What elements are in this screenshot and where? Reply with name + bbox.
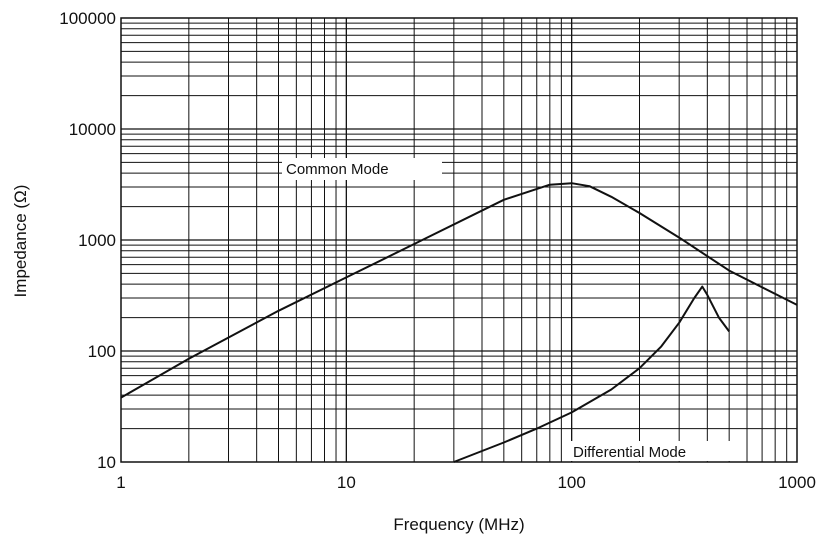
y-tick-label: 100000 bbox=[59, 9, 116, 28]
x-tick-label: 10 bbox=[337, 473, 356, 492]
chart-grid bbox=[121, 18, 797, 462]
annotation-common-mode: Common Mode bbox=[286, 161, 389, 178]
y-axis-label: Impedance (Ω) bbox=[11, 185, 30, 298]
annotation-differential-mode: Differential Mode bbox=[573, 444, 686, 461]
chart-series bbox=[120, 182, 798, 463]
series-line-differential-mode bbox=[453, 285, 731, 463]
plot-frame bbox=[120, 17, 798, 463]
x-axis-label: Frequency (MHz) bbox=[393, 515, 524, 534]
y-tick-label: 10000 bbox=[69, 120, 116, 139]
x-tick-label: 1 bbox=[116, 473, 125, 492]
annotation-bg-differential bbox=[570, 441, 746, 461]
annotation-bg-common bbox=[282, 158, 442, 180]
y-tick-label: 1000 bbox=[78, 231, 116, 250]
y-tick-label: 10 bbox=[97, 453, 116, 472]
y-tick-label: 100 bbox=[88, 342, 116, 361]
x-tick-label: 1000 bbox=[778, 473, 816, 492]
x-tick-labels: 1 10 100 1000 bbox=[116, 473, 816, 492]
series-line-common-mode bbox=[120, 182, 798, 399]
y-tick-labels: 10 100 1000 10000 100000 bbox=[59, 9, 116, 472]
x-tick-label: 100 bbox=[557, 473, 585, 492]
